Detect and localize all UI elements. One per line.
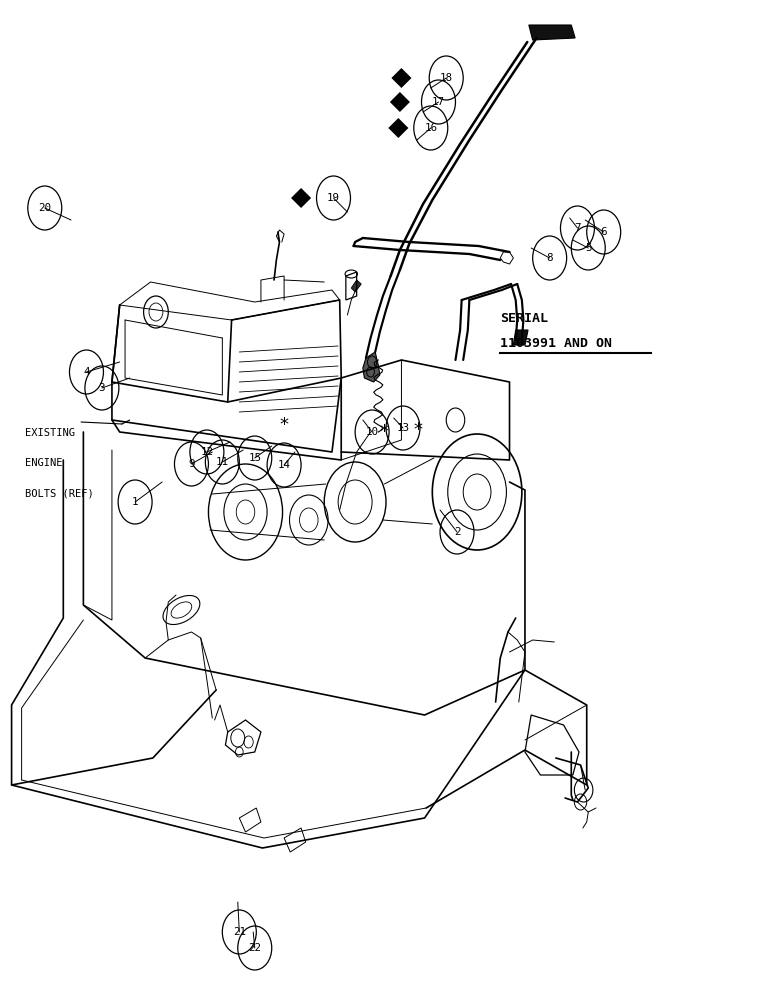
Text: 14: 14 xyxy=(278,460,290,470)
Text: 18: 18 xyxy=(440,73,452,83)
Text: 19: 19 xyxy=(327,193,340,203)
Text: *: * xyxy=(279,416,289,434)
Text: 8: 8 xyxy=(547,253,553,263)
Text: 22: 22 xyxy=(249,943,261,953)
Text: 20: 20 xyxy=(39,203,51,213)
Text: 9: 9 xyxy=(188,459,195,469)
Text: 16: 16 xyxy=(425,123,437,133)
Text: ENGINE: ENGINE xyxy=(25,458,63,468)
Polygon shape xyxy=(363,352,380,382)
Text: 1103991 AND ON: 1103991 AND ON xyxy=(500,337,612,350)
Text: 4: 4 xyxy=(83,367,90,377)
Text: SERIAL: SERIAL xyxy=(500,312,548,325)
Text: BOLTS (REF): BOLTS (REF) xyxy=(25,488,93,498)
Polygon shape xyxy=(529,25,575,40)
Text: 3: 3 xyxy=(99,383,105,393)
Text: 17: 17 xyxy=(432,97,445,107)
Text: 15: 15 xyxy=(249,453,261,463)
Text: *: * xyxy=(380,423,389,441)
Text: 11: 11 xyxy=(216,457,229,467)
Text: EXISTING: EXISTING xyxy=(25,428,75,438)
Text: *: * xyxy=(414,421,423,439)
Polygon shape xyxy=(351,280,361,292)
Text: 6: 6 xyxy=(601,227,607,237)
Text: 12: 12 xyxy=(201,447,213,457)
Text: 2: 2 xyxy=(454,527,460,537)
Text: 10: 10 xyxy=(366,427,378,437)
Text: 13: 13 xyxy=(397,423,409,433)
Text: 7: 7 xyxy=(574,223,581,233)
Text: 5: 5 xyxy=(585,243,591,253)
Polygon shape xyxy=(388,118,408,138)
Text: 1: 1 xyxy=(132,497,138,507)
Polygon shape xyxy=(513,330,528,345)
Polygon shape xyxy=(390,92,410,112)
Polygon shape xyxy=(391,68,411,88)
Text: 21: 21 xyxy=(233,927,245,937)
Polygon shape xyxy=(291,188,311,208)
